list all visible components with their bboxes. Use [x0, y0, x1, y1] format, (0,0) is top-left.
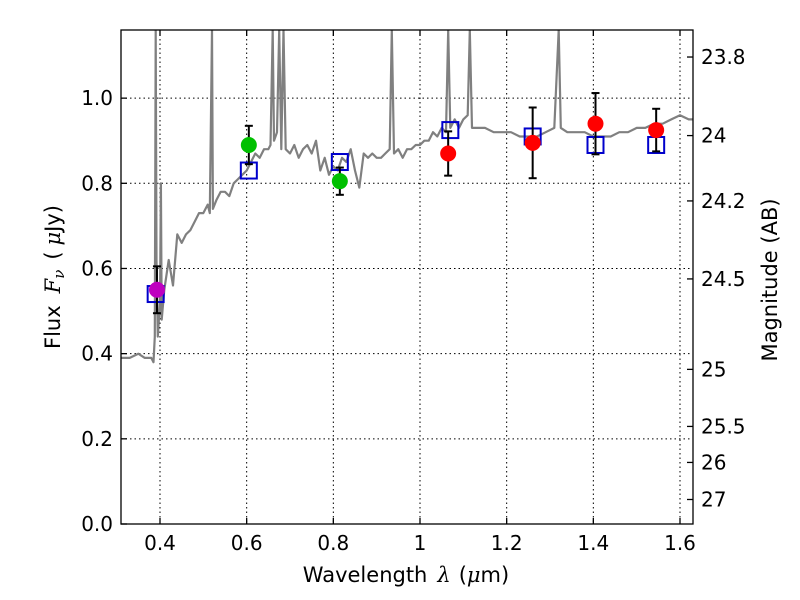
mag-tick-label: 27 [701, 487, 726, 511]
y-tick-label: 0.2 [81, 427, 113, 451]
y-tick-label: 0.0 [81, 512, 113, 536]
observed-point-green [331, 173, 348, 190]
observed-point-magenta [148, 281, 165, 298]
x-tick-label: 0.4 [144, 531, 176, 555]
y-tick-label: 1.0 [81, 86, 113, 110]
y-tick-label: 0.8 [81, 171, 113, 195]
observed-point-red [587, 115, 604, 132]
x-tick-label: 1 [414, 531, 427, 555]
x-tick-label: 1.6 [664, 531, 696, 555]
y-axis-left: 0.0 0.2 0.4 0.6 0.8 1.0 [81, 86, 127, 536]
mag-tick-label: 24 [701, 124, 726, 148]
axes-frame [120, 29, 694, 525]
y-tick-label: 0.6 [81, 256, 113, 280]
y-tick-label: 0.4 [81, 342, 113, 366]
observed-point-red [440, 145, 457, 162]
x-tick-label: 0.6 [231, 531, 263, 555]
plot-background [121, 30, 693, 524]
x-tick-label: 0.8 [317, 531, 349, 555]
model-point-square [441, 121, 460, 140]
observed-photometry [148, 92, 665, 315]
observed-point-red [524, 134, 541, 151]
y2-axis-label: Magnitude (AB) [758, 198, 782, 361]
x-tick-label: 1.4 [577, 531, 609, 555]
mag-tick-label: 26 [701, 450, 726, 474]
observed-point-red [648, 122, 665, 139]
y-axis-label: FluxFν(μJy) [41, 205, 68, 349]
mag-tick-label: 24.5 [701, 267, 746, 291]
x-axis-label: Wavelength λ (μm) [303, 563, 509, 587]
mag-tick-label: 24.2 [701, 189, 746, 213]
x-axis: 0.4 0.6 0.8 1 1.2 1.4 1.6 [144, 30, 696, 555]
y-axis-right-magnitude: 23.8 24 24.2 24.5 25 25.5 26 27 [687, 45, 746, 511]
x-tick-label: 1.2 [491, 531, 523, 555]
observed-point-green [240, 136, 257, 153]
mag-tick-label: 23.8 [701, 45, 746, 69]
mag-tick-label: 25.5 [701, 414, 746, 438]
mag-tick-label: 25 [701, 357, 726, 381]
